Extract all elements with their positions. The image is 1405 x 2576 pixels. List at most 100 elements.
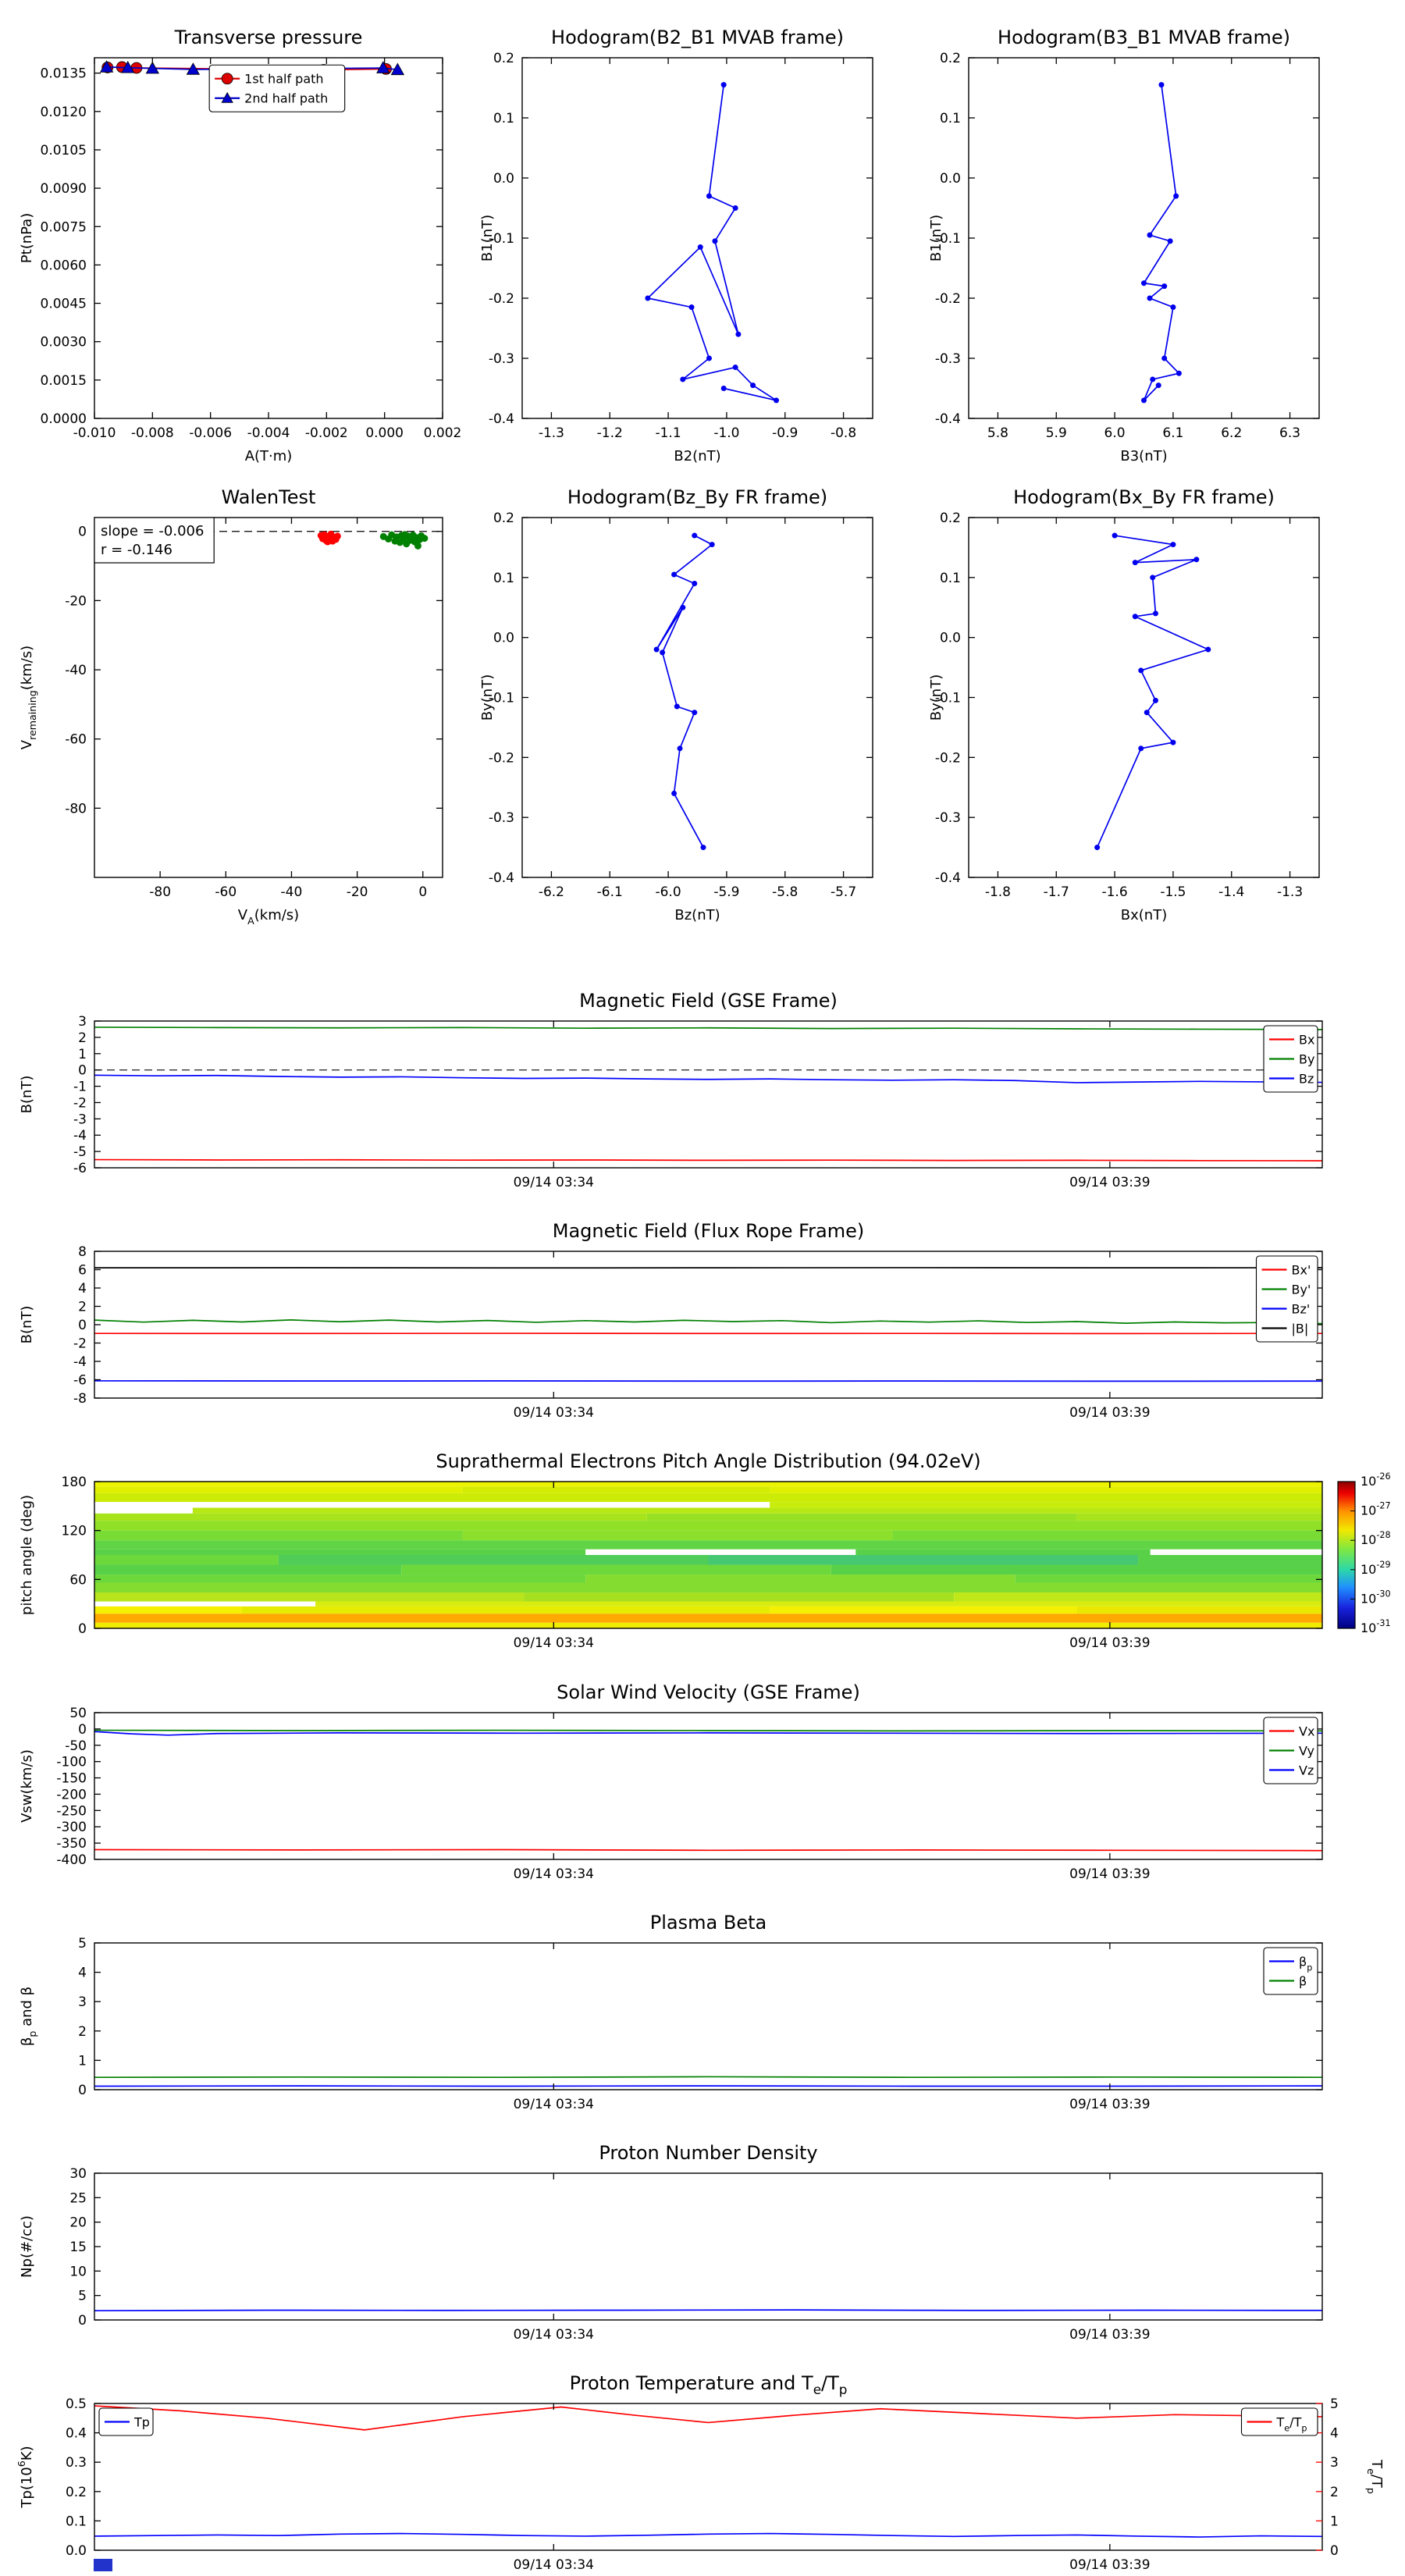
svg-text:Proton Temperature and Te/Tp: Proton Temperature and Te/Tp bbox=[570, 2372, 848, 2397]
svg-text:5.8: 5.8 bbox=[987, 425, 1008, 441]
svg-text:-40: -40 bbox=[281, 884, 303, 900]
svg-text:10-28: 10-28 bbox=[1361, 1530, 1391, 1547]
svg-text:0.1: 0.1 bbox=[493, 111, 514, 126]
svg-text:0.1: 0.1 bbox=[940, 111, 961, 126]
svg-text:0.5: 0.5 bbox=[66, 2396, 87, 2412]
svg-text:4: 4 bbox=[78, 1966, 87, 1981]
svg-text:6.0: 6.0 bbox=[1104, 425, 1126, 441]
svg-text:Vz: Vz bbox=[1299, 1763, 1314, 1778]
svg-text:09/14 03:34: 09/14 03:34 bbox=[514, 1405, 594, 1421]
svg-text:3: 3 bbox=[78, 1994, 87, 2010]
svg-text:-200: -200 bbox=[56, 1787, 87, 1802]
svg-text:-0.3: -0.3 bbox=[489, 810, 514, 826]
svg-text:0: 0 bbox=[78, 1063, 87, 1079]
svg-text:0.0090: 0.0090 bbox=[41, 181, 87, 197]
svg-text:Bz: Bz bbox=[1299, 1072, 1314, 1087]
svg-text:120: 120 bbox=[62, 1524, 87, 1539]
svg-text:Te/Tp: Te/Tp bbox=[1365, 2459, 1385, 2494]
svg-text:09/14 03:39: 09/14 03:39 bbox=[1069, 1635, 1150, 1651]
svg-text:By(nT): By(nT) bbox=[479, 674, 496, 720]
svg-text:0: 0 bbox=[78, 1722, 87, 1738]
svg-text:4: 4 bbox=[1330, 2426, 1339, 2442]
svg-text:10-31: 10-31 bbox=[1361, 1618, 1391, 1635]
svg-text:-6.1: -6.1 bbox=[597, 884, 623, 900]
svg-text:-0.9: -0.9 bbox=[772, 425, 798, 441]
svg-text:0.0075: 0.0075 bbox=[41, 219, 87, 235]
chart-plasma-beta: 09/14 03:34 09/14 03:39 0 1 2 3 4 5 Plasma Beta β… bbox=[14, 1900, 1403, 2130]
svg-text:WalenTest: WalenTest bbox=[222, 486, 316, 508]
chart-magnetic-field-gse: 09/14 03:34 09/14 03:39 3 2 1 0 -1 -2 -3 -4 -5 -6 Ma… bbox=[14, 978, 1403, 1208]
svg-text:B(nT): B(nT) bbox=[19, 1076, 35, 1114]
svg-text:0: 0 bbox=[78, 2313, 87, 2329]
chart-proton-temperature: 09/14 03:34 09/14 03:39 0.0 0.1 0.2 0.3 0.4 0.5… bbox=[14, 2361, 1403, 2576]
svg-text:-80: -80 bbox=[65, 801, 87, 817]
svg-text:-4: -4 bbox=[73, 1354, 87, 1370]
svg-text:B(nT): B(nT) bbox=[19, 1306, 35, 1344]
svg-text:-0.3: -0.3 bbox=[935, 351, 961, 367]
svg-text:Bx: Bx bbox=[1299, 1033, 1314, 1048]
svg-text:0.2: 0.2 bbox=[940, 511, 961, 526]
svg-text:βp and β: βp and β bbox=[19, 1987, 38, 2046]
svg-text:-0.2: -0.2 bbox=[935, 750, 961, 766]
svg-text:0.0: 0.0 bbox=[940, 631, 961, 646]
svg-text:0.2: 0.2 bbox=[940, 51, 961, 66]
svg-text:Suprathermal Electrons Pitch A: Suprathermal Electrons Pitch Angle Distr… bbox=[436, 1450, 980, 1472]
svg-text:-1.3: -1.3 bbox=[1277, 884, 1303, 900]
svg-text:-0.1: -0.1 bbox=[935, 231, 961, 247]
svg-text:0.0030: 0.0030 bbox=[41, 335, 87, 350]
svg-text:-1.0: -1.0 bbox=[713, 425, 739, 441]
svg-text:0.3: 0.3 bbox=[66, 2455, 87, 2471]
svg-text:Proton Number Density: Proton Number Density bbox=[599, 2142, 817, 2164]
chart-magnetic-field-fr: 09/14 03:34 09/14 03:39 8 6 4 2 0 -2 -4 -6 -8 Magne… bbox=[14, 1208, 1403, 1439]
svg-text:Vx: Vx bbox=[1299, 1724, 1314, 1739]
svg-text:-6: -6 bbox=[73, 1161, 87, 1176]
svg-text:-0.3: -0.3 bbox=[489, 351, 514, 367]
svg-text:0: 0 bbox=[418, 884, 427, 900]
svg-text:Hodogram(B3_B1 MVAB frame): Hodogram(B3_B1 MVAB frame) bbox=[998, 27, 1290, 48]
svg-text:6.1: 6.1 bbox=[1162, 425, 1183, 441]
svg-text:10: 10 bbox=[69, 2264, 87, 2279]
svg-text:-0.4: -0.4 bbox=[935, 411, 961, 427]
svg-text:0.2: 0.2 bbox=[493, 511, 514, 526]
svg-text:Vsw(km/s): Vsw(km/s) bbox=[19, 1749, 35, 1823]
svg-text:Magnetic Field (Flux Rope Fram: Magnetic Field (Flux Rope Frame) bbox=[553, 1220, 864, 1242]
svg-text:Solar Wind Velocity (GSE Frame: Solar Wind Velocity (GSE Frame) bbox=[557, 1681, 860, 1703]
svg-text:09/14 03:39: 09/14 03:39 bbox=[1069, 2097, 1150, 2112]
svg-text:-1.8: -1.8 bbox=[985, 884, 1011, 900]
svg-text:0.002: 0.002 bbox=[424, 425, 462, 441]
svg-text:-50: -50 bbox=[65, 1738, 87, 1754]
svg-text:-0.8: -0.8 bbox=[831, 425, 856, 441]
svg-text:Bz(nT): Bz(nT) bbox=[674, 907, 720, 923]
svg-text:-0.1: -0.1 bbox=[935, 691, 961, 706]
svg-text:Magnetic Field (GSE Frame): Magnetic Field (GSE Frame) bbox=[579, 990, 838, 1012]
svg-text:-0.3: -0.3 bbox=[935, 810, 961, 826]
svg-text:0.0105: 0.0105 bbox=[41, 143, 87, 158]
svg-text:-0.010: -0.010 bbox=[73, 425, 116, 441]
svg-text:Pt(nPa): Pt(nPa) bbox=[19, 213, 35, 263]
svg-text:|B|: |B| bbox=[1292, 1322, 1309, 1336]
svg-text:-1.1: -1.1 bbox=[655, 425, 681, 441]
svg-text:09/14 03:34: 09/14 03:34 bbox=[514, 1866, 594, 1882]
svg-text:0: 0 bbox=[78, 1318, 87, 1333]
svg-text:Hodogram(B2_B1 MVAB frame): Hodogram(B2_B1 MVAB frame) bbox=[551, 27, 844, 48]
svg-text:-40: -40 bbox=[65, 663, 87, 678]
svg-text:0: 0 bbox=[78, 2083, 87, 2098]
svg-text:-1.6: -1.6 bbox=[1101, 884, 1127, 900]
svg-text:0.4: 0.4 bbox=[66, 2426, 87, 2442]
svg-text:2: 2 bbox=[78, 1030, 87, 1046]
svg-text:5: 5 bbox=[78, 1936, 87, 1952]
svg-text:B2(nT): B2(nT) bbox=[674, 448, 720, 464]
svg-text:-150: -150 bbox=[56, 1771, 87, 1787]
svg-text:-0.1: -0.1 bbox=[489, 231, 514, 247]
svg-text:r = -0.146: r = -0.146 bbox=[101, 542, 173, 558]
svg-text:0.0: 0.0 bbox=[940, 171, 961, 187]
svg-text:-1.4: -1.4 bbox=[1218, 884, 1244, 900]
svg-text:25: 25 bbox=[69, 2190, 87, 2206]
svg-text:Bx': Bx' bbox=[1292, 1263, 1311, 1278]
svg-text:2nd half path: 2nd half path bbox=[244, 91, 328, 106]
svg-text:-80: -80 bbox=[149, 884, 171, 900]
svg-text:10-27: 10-27 bbox=[1361, 1501, 1391, 1518]
svg-text:-0.4: -0.4 bbox=[489, 870, 514, 886]
svg-text:-1.7: -1.7 bbox=[1044, 884, 1069, 900]
svg-text:Tp: Tp bbox=[133, 2415, 150, 2430]
